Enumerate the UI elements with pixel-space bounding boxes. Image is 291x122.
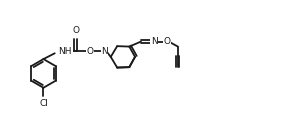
Text: O: O	[86, 47, 94, 56]
Text: N: N	[151, 37, 157, 46]
Text: O: O	[72, 26, 79, 35]
Text: Cl: Cl	[39, 99, 48, 108]
Text: NH: NH	[58, 47, 72, 56]
Text: N: N	[101, 47, 108, 56]
Text: O: O	[163, 37, 170, 46]
